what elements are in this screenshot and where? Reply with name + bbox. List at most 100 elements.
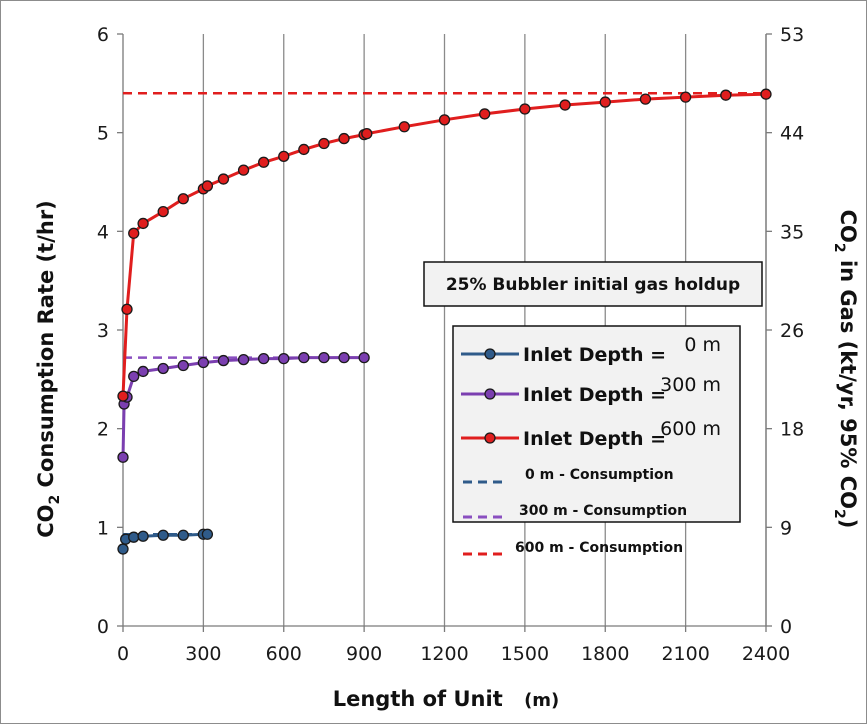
- data-point: [679, 91, 692, 103]
- y2-axis-label-mid: in Gas (kt/yr, 95% CO: [836, 253, 860, 509]
- data-point: [298, 351, 310, 364]
- x-tick-label: 1500: [501, 643, 549, 665]
- series: [117, 88, 772, 555]
- data-point: [318, 137, 330, 150]
- series-0: [117, 528, 214, 555]
- data-point: [258, 352, 270, 365]
- y-tick-label: 0: [97, 616, 109, 638]
- data-point: [128, 227, 140, 239]
- x-tick-label: 900: [346, 643, 382, 665]
- y-tick-label: 3: [97, 320, 109, 342]
- legend-swatch-marker-1: [484, 388, 496, 400]
- y-axis-label-suffix: Consumption Rate (t/hr): [34, 200, 58, 495]
- data-point: [201, 528, 214, 540]
- y2-axis-title: CO2 in Gas (kt/yr, 95% CO2): [831, 210, 860, 529]
- y-tick-label: 6: [97, 24, 109, 46]
- data-point: [157, 529, 169, 541]
- data-point: [177, 193, 189, 205]
- y2-tick-label: 0: [780, 616, 792, 638]
- x-axis-title: Length of Unit (m): [333, 687, 560, 711]
- legend-label-0: Inlet Depth =: [523, 344, 666, 366]
- data-point: [237, 164, 250, 176]
- data-point: [760, 88, 772, 100]
- data-point: [338, 132, 350, 145]
- legend-label-2: Inlet Depth =: [523, 428, 666, 450]
- legend-value-0: 0 m: [684, 334, 721, 356]
- x-tick-label: 2400: [742, 643, 790, 665]
- legend-swatch-marker-0: [484, 348, 496, 360]
- y-axis-label-sub: 2: [47, 495, 63, 505]
- series-1: [117, 351, 370, 463]
- y-axis-title: CO2 Consumption Rate (t/hr): [34, 200, 63, 538]
- y-tick-label: 5: [97, 123, 109, 145]
- x-tick-label: 2100: [661, 643, 709, 665]
- data-point: [217, 354, 230, 367]
- x-tick-label: 1800: [581, 643, 629, 665]
- data-point: [157, 362, 169, 375]
- legend-label-1: Inlet Depth =: [523, 384, 666, 406]
- x-tick-label: 600: [266, 643, 302, 665]
- data-point: [121, 303, 133, 315]
- data-point: [137, 365, 149, 378]
- annotation-text: 25% Bubbler initial gas holdup: [446, 275, 740, 295]
- data-point: [298, 143, 310, 156]
- x-axis-label: Length of Unit: [333, 687, 503, 711]
- legend-swatch-marker-2: [484, 432, 496, 444]
- data-point: [201, 180, 214, 192]
- data-point: [258, 156, 270, 168]
- data-point: [177, 529, 189, 541]
- data-point: [117, 451, 129, 463]
- legend-ref-label-2: 600 m - Consumption: [515, 540, 683, 556]
- y2-axis-label-sub2: 2: [831, 509, 847, 519]
- y-tick-label: 2: [97, 419, 109, 441]
- data-point: [559, 99, 571, 111]
- y2-tick-label: 53: [780, 24, 804, 46]
- data-point: [177, 359, 189, 372]
- data-point: [117, 390, 129, 402]
- x-axis-unit: (m): [524, 690, 559, 711]
- legend-ref-label-1: 300 m - Consumption: [519, 503, 687, 519]
- data-point: [278, 150, 290, 162]
- data-point: [217, 173, 230, 185]
- y2-axis-label-sub: 2: [831, 243, 847, 253]
- annotation-box: [423, 261, 763, 307]
- data-point: [137, 217, 149, 230]
- x-tick-label: 300: [185, 643, 221, 665]
- legend-box: [452, 325, 741, 523]
- y-tick-label: 1: [97, 517, 109, 539]
- y-axis-label-prefix: CO: [34, 505, 58, 538]
- data-point: [128, 531, 140, 543]
- y2-tick-label: 18: [780, 419, 804, 441]
- data-point: [519, 103, 531, 115]
- data-point: [157, 205, 169, 218]
- data-point: [479, 108, 491, 120]
- data-point: [438, 114, 451, 126]
- tick-labels: 0 300 600 900 1200 1500 1800 2100 2400 0 1 2 3 4 5 6 0 9 1…: [97, 24, 804, 665]
- annotation: 25% Bubbler initial gas holdup: [423, 261, 763, 307]
- data-point: [318, 351, 330, 364]
- data-point: [338, 351, 350, 364]
- series-2: [117, 88, 772, 402]
- x-tick-label: 0: [117, 643, 129, 665]
- legend-ref-label-0: 0 m - Consumption: [525, 467, 674, 483]
- series-line-1: [121, 356, 365, 458]
- data-point: [137, 530, 149, 542]
- axes: [117, 33, 772, 632]
- data-point: [117, 543, 129, 555]
- legend-value-2: 600 m: [660, 418, 721, 440]
- data-point: [358, 351, 370, 364]
- x-tick-label: 1200: [420, 643, 468, 665]
- y2-tick-label: 35: [780, 221, 804, 243]
- y2-tick-label: 26: [780, 320, 804, 342]
- y2-axis-label-suffix: ): [836, 519, 860, 529]
- y-tick-label: 4: [97, 221, 109, 243]
- data-point: [599, 96, 611, 108]
- data-point: [278, 352, 290, 365]
- y2-tick-label: 9: [780, 517, 792, 539]
- data-point: [197, 356, 210, 369]
- y2-tick-label: 44: [780, 123, 804, 145]
- data-point: [398, 121, 410, 133]
